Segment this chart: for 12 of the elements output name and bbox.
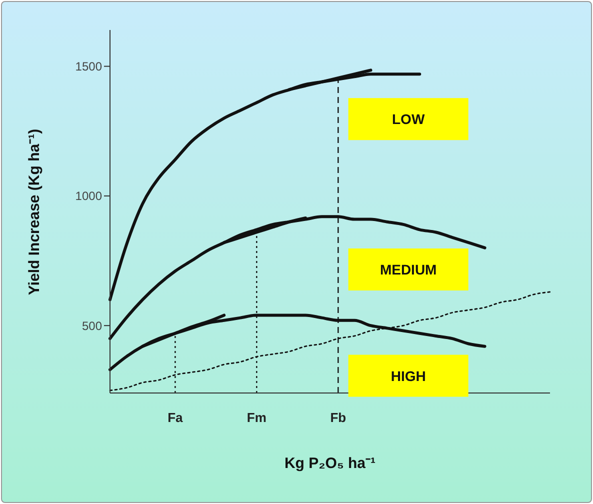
name-tag: LOW	[348, 98, 468, 140]
x-axis-title: Kg P₂O₅ ha⁻¹	[283, 454, 377, 472]
y-axis-title: Yield Increase (Kg ha⁻¹)	[25, 128, 43, 296]
y-tick-label: 500	[82, 318, 102, 333]
series-label: MEDIUM	[380, 261, 437, 278]
name-tag: MEDIUM	[348, 248, 468, 290]
y-tick-label: 1000	[75, 189, 102, 204]
x-tick-label: Fa	[168, 410, 184, 426]
y-tick-label: 1500	[75, 60, 102, 74]
name-tag: HIGH	[348, 354, 468, 397]
x-tick-label: Fb	[330, 410, 346, 426]
x-tick-label: Fm	[246, 410, 266, 426]
